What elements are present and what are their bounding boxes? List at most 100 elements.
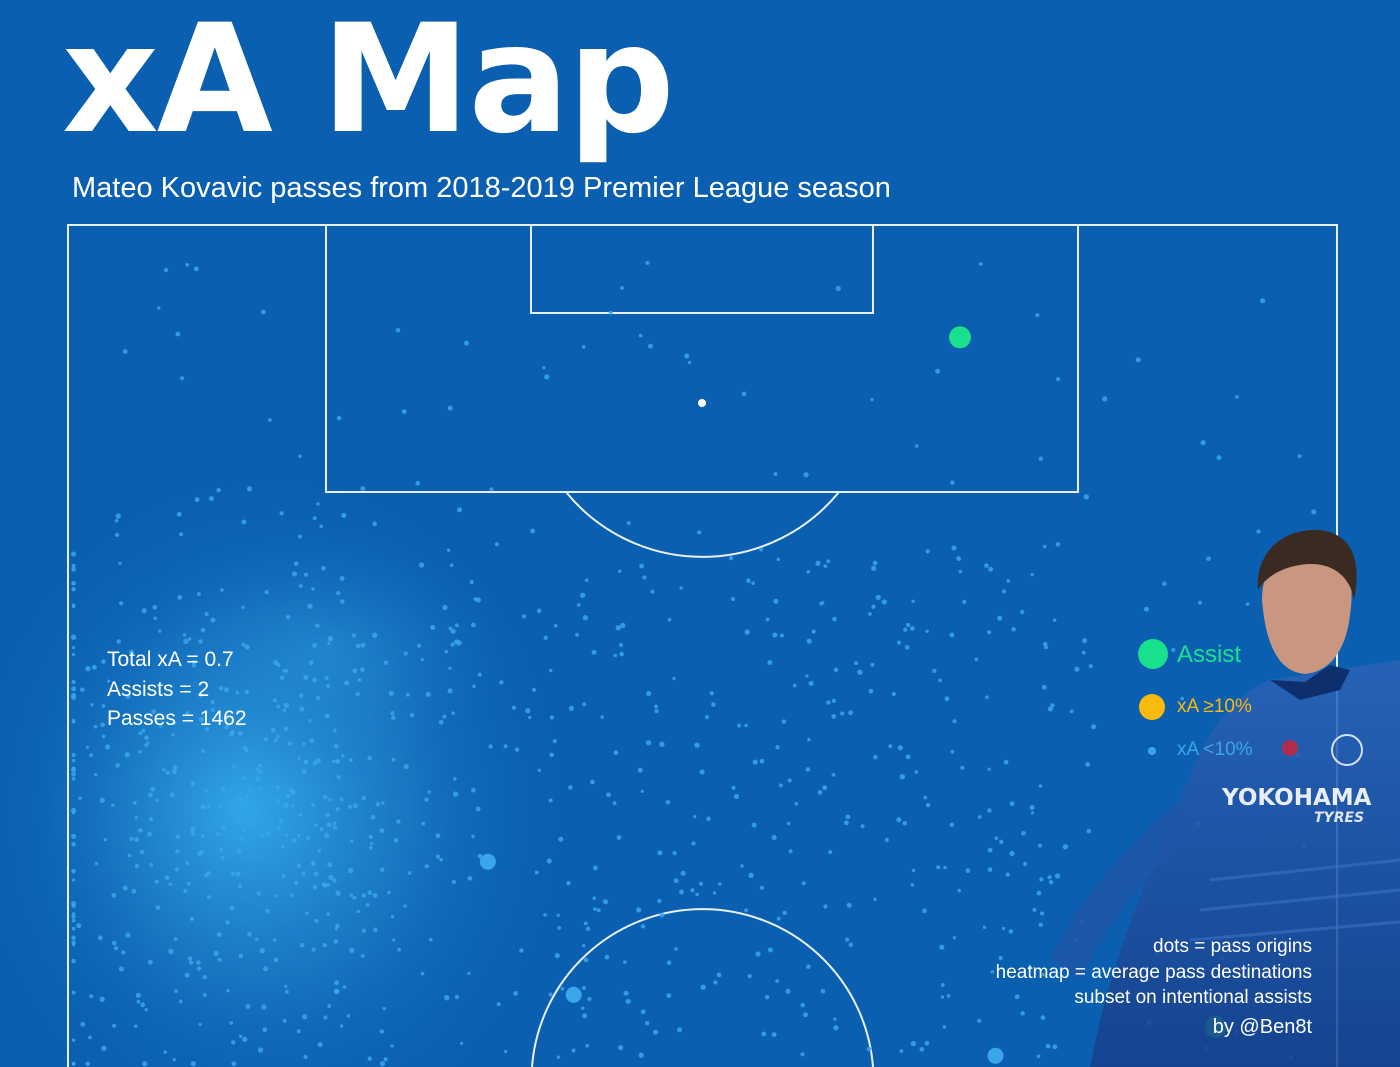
pass-origin-dot <box>230 730 235 735</box>
pass-origin-dot <box>943 865 947 870</box>
pass-origin-dot <box>1042 641 1048 647</box>
pass-origin-dot <box>71 958 76 964</box>
pass-origin-dot <box>191 663 196 668</box>
pass-origin-dot <box>246 486 253 492</box>
pass-origin-dot <box>293 880 299 885</box>
pass-origin-dot <box>134 837 140 843</box>
pass-origin-dot <box>93 724 98 729</box>
pass-origin-dot <box>397 947 401 952</box>
pass-origin-dot <box>1052 1044 1058 1050</box>
pass-origin-dot <box>85 665 91 672</box>
pass-origin-dot <box>775 979 779 983</box>
pass-origin-dot <box>324 832 330 838</box>
pass-origin-dot <box>593 907 597 911</box>
pass-origin-dot <box>755 951 761 957</box>
pass-origin-dot <box>71 1038 76 1042</box>
pass-origin-dot <box>843 820 849 826</box>
pass-origin-dot <box>210 707 215 713</box>
pass-origin-dot <box>744 629 750 635</box>
pass-origin-dot <box>339 797 344 802</box>
pass-origin-dot <box>977 815 982 819</box>
pass-origin-dot <box>581 345 586 349</box>
pass-origin-dot <box>71 567 76 572</box>
pass-origin-dot <box>336 415 342 421</box>
pass-origin-dot <box>826 700 831 705</box>
pass-origin-dot <box>367 755 373 761</box>
pass-origin-dot <box>315 623 320 628</box>
pass-origin-dot <box>121 950 126 955</box>
pass-origin-dot <box>820 988 826 994</box>
pass-origin-dot <box>282 708 287 712</box>
pass-origin-dot <box>1032 907 1037 912</box>
pass-origin-dot <box>71 943 76 947</box>
pass-origin-dot <box>1038 456 1044 461</box>
pass-origin-dot <box>731 785 736 790</box>
pass-origin-dot <box>407 871 412 875</box>
pass-origin-dot <box>552 739 557 744</box>
pass-origin-dot <box>114 519 119 523</box>
pass-origin-dot <box>1028 965 1033 970</box>
pass-origin-dot <box>235 690 240 695</box>
pass-origin-dot <box>372 632 378 638</box>
pass-origin-dot <box>336 590 341 596</box>
pass-origin-dot <box>168 948 174 955</box>
pass-origin-dot <box>744 908 749 913</box>
pass-origin-dot <box>952 936 957 940</box>
pass-origin-dot <box>583 957 589 963</box>
pass-origin-dot <box>220 855 225 860</box>
pass-origin-dot <box>236 848 242 854</box>
pass-origin-dot <box>241 828 246 833</box>
pass-origin-dot <box>772 632 778 638</box>
assist-mark <box>949 326 971 349</box>
pass-origin-dot <box>122 349 128 354</box>
pass-origin-dot <box>316 502 320 506</box>
pass-origin-dot <box>451 880 456 885</box>
pass-origin-dot <box>672 851 677 856</box>
pass-origin-dot <box>115 513 121 519</box>
pass-origin-dot <box>255 767 260 772</box>
pass-origin-dot <box>1030 572 1034 577</box>
pass-origin-dot <box>158 629 162 633</box>
pass-origin-dot <box>361 795 367 801</box>
pass-origin-dot <box>674 947 678 951</box>
pass-origin-dot <box>899 1049 904 1053</box>
pass-origin-dot <box>146 831 152 837</box>
pass-origin-dot <box>988 566 994 572</box>
pass-origin-dot <box>519 948 524 953</box>
pass-origin-dot <box>616 835 622 840</box>
pass-origin-dot <box>805 767 811 772</box>
pass-origin-dot <box>659 741 665 747</box>
pass-origin-dot <box>210 617 216 623</box>
pass-origin-dot <box>640 1009 646 1015</box>
pass-origin-dot <box>640 789 644 794</box>
pass-origin-dot <box>613 653 618 658</box>
pass-origin-dot <box>1297 454 1302 459</box>
note-subset: subset on intentional assists <box>1074 987 1312 1008</box>
pass-origin-dot <box>548 992 553 997</box>
pass-origin-dot <box>932 668 937 674</box>
pass-origin-dot <box>334 980 339 986</box>
pass-origin-dot <box>254 937 259 942</box>
pass-origin-dot <box>71 645 76 650</box>
pass-origin-dot <box>323 1015 328 1020</box>
pass-origin-dot <box>375 802 381 807</box>
pass-origin-dot <box>831 698 836 703</box>
pass-origin-dot <box>360 954 365 958</box>
pass-origin-dot <box>273 957 279 963</box>
pass-origin-dot <box>284 984 288 989</box>
pass-origin-dot <box>310 860 316 866</box>
pass-origin-dot <box>542 366 546 370</box>
pass-origin-dot <box>860 824 865 829</box>
pass-origin-dot <box>778 783 783 788</box>
pass-origin-dot <box>341 512 347 518</box>
pass-origin-dot <box>659 912 665 918</box>
pass-origin-dot <box>303 759 309 765</box>
pass-origin-dot <box>135 992 141 998</box>
pass-origin-dot <box>543 913 547 917</box>
pass-origin-dot <box>690 888 695 893</box>
pass-origin-dot <box>172 1057 176 1062</box>
pass-origin-dot <box>218 803 223 808</box>
pass-origin-dot <box>940 983 945 987</box>
pass-origin-dot <box>1135 357 1141 363</box>
